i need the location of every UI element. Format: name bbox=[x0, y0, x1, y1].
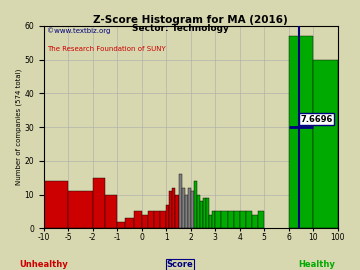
Bar bbox=[215, 211, 221, 228]
Bar bbox=[194, 181, 197, 228]
Bar bbox=[203, 198, 206, 228]
Text: Score: Score bbox=[167, 260, 193, 269]
Bar bbox=[191, 191, 194, 228]
Bar bbox=[252, 215, 258, 228]
Text: The Research Foundation of SUNY: The Research Foundation of SUNY bbox=[47, 46, 166, 52]
Bar bbox=[289, 36, 313, 228]
Bar bbox=[313, 60, 338, 228]
Bar bbox=[148, 211, 154, 228]
Bar bbox=[258, 211, 264, 228]
Bar bbox=[185, 195, 188, 228]
Text: ©www.textbiz.org: ©www.textbiz.org bbox=[47, 28, 110, 35]
Bar bbox=[221, 211, 228, 228]
Bar bbox=[172, 188, 175, 228]
Bar bbox=[117, 222, 125, 228]
Bar bbox=[134, 211, 142, 228]
Bar bbox=[169, 191, 172, 228]
Text: Healthy: Healthy bbox=[298, 260, 335, 269]
Title: Z-Score Histogram for MA (2016): Z-Score Histogram for MA (2016) bbox=[93, 15, 288, 25]
Bar bbox=[44, 181, 68, 228]
Bar bbox=[234, 211, 240, 228]
Bar bbox=[125, 218, 134, 228]
Bar bbox=[200, 201, 203, 228]
Bar bbox=[179, 174, 181, 228]
Bar bbox=[166, 205, 169, 228]
Bar bbox=[154, 211, 160, 228]
Text: 7.6696: 7.6696 bbox=[300, 115, 333, 124]
Bar bbox=[206, 198, 209, 228]
Bar bbox=[246, 211, 252, 228]
Text: Unhealthy: Unhealthy bbox=[19, 260, 68, 269]
Bar bbox=[209, 215, 212, 228]
Bar bbox=[188, 188, 191, 228]
Bar bbox=[160, 211, 166, 228]
Bar bbox=[93, 178, 105, 228]
Bar bbox=[228, 211, 234, 228]
Bar bbox=[105, 195, 117, 228]
Y-axis label: Number of companies (574 total): Number of companies (574 total) bbox=[15, 69, 22, 185]
Bar bbox=[240, 211, 246, 228]
Text: Sector: Technology: Sector: Technology bbox=[131, 24, 229, 33]
Bar bbox=[181, 188, 185, 228]
Bar bbox=[212, 211, 215, 228]
Bar bbox=[142, 215, 148, 228]
Bar bbox=[175, 195, 179, 228]
Bar bbox=[68, 191, 93, 228]
Bar bbox=[197, 195, 200, 228]
